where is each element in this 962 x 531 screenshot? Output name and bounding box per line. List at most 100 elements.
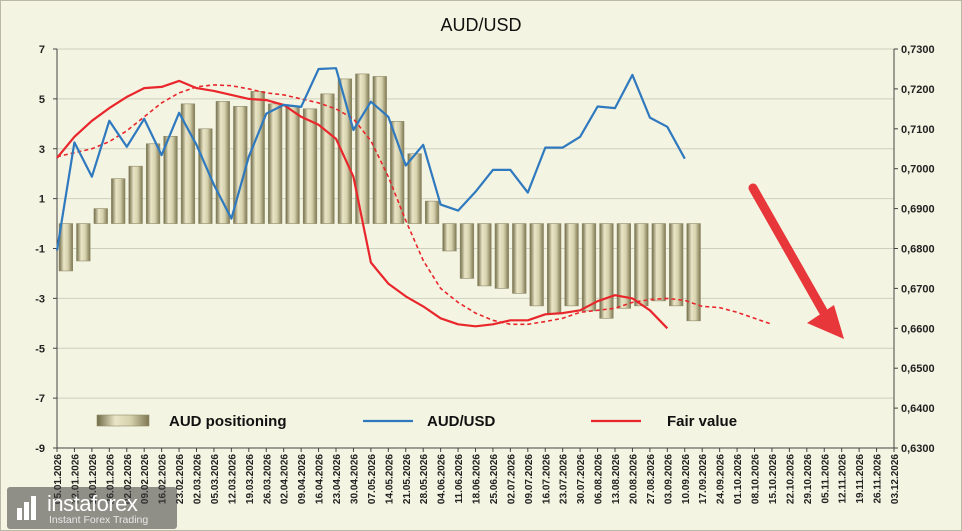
right-tick-label-7: 0,6600 (901, 323, 935, 335)
right-tick-label-6: 0,6700 (901, 283, 935, 295)
x-tick-label-1: 12.01.2026 (70, 454, 81, 504)
x-tick-label-27: 09.07.2026 (524, 454, 535, 504)
bar-aud-positioning (163, 135, 178, 224)
right-tick-label-9: 0,6400 (901, 403, 935, 415)
right-tick-label-4: 0,6900 (901, 204, 935, 216)
x-tick-label-43: 29.10.2026 (803, 454, 814, 504)
bar-aud-positioning (320, 93, 335, 224)
x-tick-label-3: 26.01.2026 (105, 454, 116, 504)
bar-aud-positioning (145, 143, 161, 224)
x-tick-label-29: 23.07.2026 (559, 454, 570, 504)
right-tick-label-2: 0,7100 (901, 124, 935, 136)
bar-aud-positioning (686, 223, 701, 322)
legend-label-aud-usd: AUD/USD (427, 413, 496, 430)
x-tick-label-10: 12.03.2026 (227, 454, 238, 504)
bar-aud-positioning (424, 200, 440, 224)
x-tick-label-38: 24.09.2026 (716, 454, 727, 504)
x-tick-label-26: 02.07.2026 (506, 454, 517, 504)
left-tick-label-7: -7 (35, 393, 45, 405)
right-tick-label-10: 0,6300 (901, 443, 935, 455)
x-tick-label-22: 04.06.2026 (437, 454, 448, 504)
x-tick-label-28: 16.07.2026 (541, 454, 552, 504)
bar-aud-positioning (58, 223, 73, 272)
bar-aud-positioning (669, 223, 684, 307)
line-aud-usd (55, 67, 686, 251)
legend-label-aud-positioning: AUD positioning (169, 413, 286, 430)
x-tick-label-7: 23.02.2026 (175, 454, 186, 504)
x-tick-label-2: 19.01.2026 (88, 454, 99, 504)
x-tick-label-8: 02.03.2026 (193, 454, 204, 504)
x-tick-label-42: 22.10.2026 (785, 454, 796, 504)
line-fair-value (56, 79, 669, 330)
x-tick-label-11: 19.03.2026 (245, 454, 256, 504)
bar-aud-positioning (93, 208, 108, 224)
bar-aud-positioning (215, 101, 230, 224)
x-tick-label-25: 25.06.2026 (489, 454, 500, 504)
bar-aud-positioning (285, 106, 300, 224)
x-tick-label-18: 07.05.2026 (367, 454, 378, 504)
x-tick-label-47: 26.11.2026 (873, 454, 884, 504)
bar-aud-positioning (250, 91, 265, 224)
left-tick-label-5: -3 (35, 293, 45, 305)
brand-name: instaforex (47, 491, 138, 516)
x-tick-label-20: 21.05.2026 (402, 454, 413, 504)
x-tick-label-31: 06.08.2026 (594, 454, 605, 504)
instaforex-logo-icon (17, 496, 36, 520)
bar-aud-positioning (599, 223, 614, 319)
x-tick-label-40: 08.10.2026 (751, 454, 762, 504)
x-tick-label-16: 23.04.2026 (332, 454, 343, 504)
left-tick-label-6: -5 (35, 343, 45, 355)
bar-aud-positioning (268, 103, 283, 224)
right-tick-label-8: 0,6500 (901, 363, 935, 375)
left-tick-label-1: 5 (39, 94, 45, 106)
bar-aud-positioning (581, 223, 597, 312)
x-tick-label-44: 05.11.2026 (820, 454, 831, 504)
line-fair-value-trend (56, 84, 773, 326)
chart-title: AUD/USD (440, 15, 521, 35)
x-tick-label-41: 15.10.2026 (768, 454, 779, 504)
left-tick-label-3: 1 (39, 194, 45, 206)
x-tick-label-19: 14.05.2026 (384, 454, 395, 504)
bar-aud-positioning (651, 223, 666, 302)
legend-label-fair-value: Fair value (667, 413, 737, 430)
bar-aud-positioning (477, 223, 492, 287)
trend-arrow-head (807, 305, 844, 339)
x-tick-label-32: 13.08.2026 (611, 454, 622, 504)
x-tick-label-9: 05.03.2026 (210, 454, 221, 504)
left-tick-label-8: -9 (35, 443, 45, 455)
x-tick-label-13: 02.04.2026 (280, 454, 291, 504)
bar-aud-positioning (547, 223, 562, 314)
x-tick-label-21: 28.05.2026 (419, 454, 430, 504)
x-tick-label-46: 19.11.2026 (855, 454, 866, 504)
right-tick-label-3: 0,7000 (901, 164, 935, 176)
bar-aud-positioning (459, 223, 475, 279)
right-tick-label-1: 0,7200 (901, 84, 935, 96)
brand-watermark: instaforex Instant Forex Trading (7, 487, 177, 529)
bar-aud-positioning (564, 223, 579, 307)
x-tick-label-15: 16.04.2026 (315, 454, 326, 504)
left-tick-label-0: 7 (39, 44, 45, 56)
bar-aud-positioning (128, 165, 143, 224)
bar-aud-positioning (302, 108, 318, 224)
x-tick-label-30: 30.07.2026 (576, 454, 587, 504)
bar-aud-positioning (407, 153, 422, 224)
bar-aud-positioning (390, 121, 405, 224)
bar-aud-positioning (494, 223, 509, 289)
bar-aud-positioning (198, 128, 213, 224)
x-tick-label-36: 10.09.2026 (681, 454, 692, 504)
x-tick-label-33: 20.08.2026 (628, 454, 639, 504)
x-tick-label-45: 12.11.2026 (838, 454, 849, 504)
bar-aud-positioning (634, 223, 649, 307)
x-tick-label-0: 05.01.2026 (53, 454, 64, 504)
x-tick-label-4: 02.02.2026 (123, 454, 134, 504)
x-tick-label-17: 30.04.2026 (349, 454, 360, 504)
x-tick-label-23: 11.06.2026 (454, 454, 465, 504)
x-tick-label-39: 01.10.2026 (733, 454, 744, 504)
bar-aud-positioning (442, 223, 457, 252)
legend-swatch-aud-positioning (96, 414, 150, 427)
x-tick-label-37: 17.09.2026 (698, 454, 709, 504)
x-tick-label-6: 16.02.2026 (158, 454, 169, 504)
x-tick-label-14: 09.04.2026 (297, 454, 308, 504)
left-tick-label-4: -1 (35, 244, 45, 256)
